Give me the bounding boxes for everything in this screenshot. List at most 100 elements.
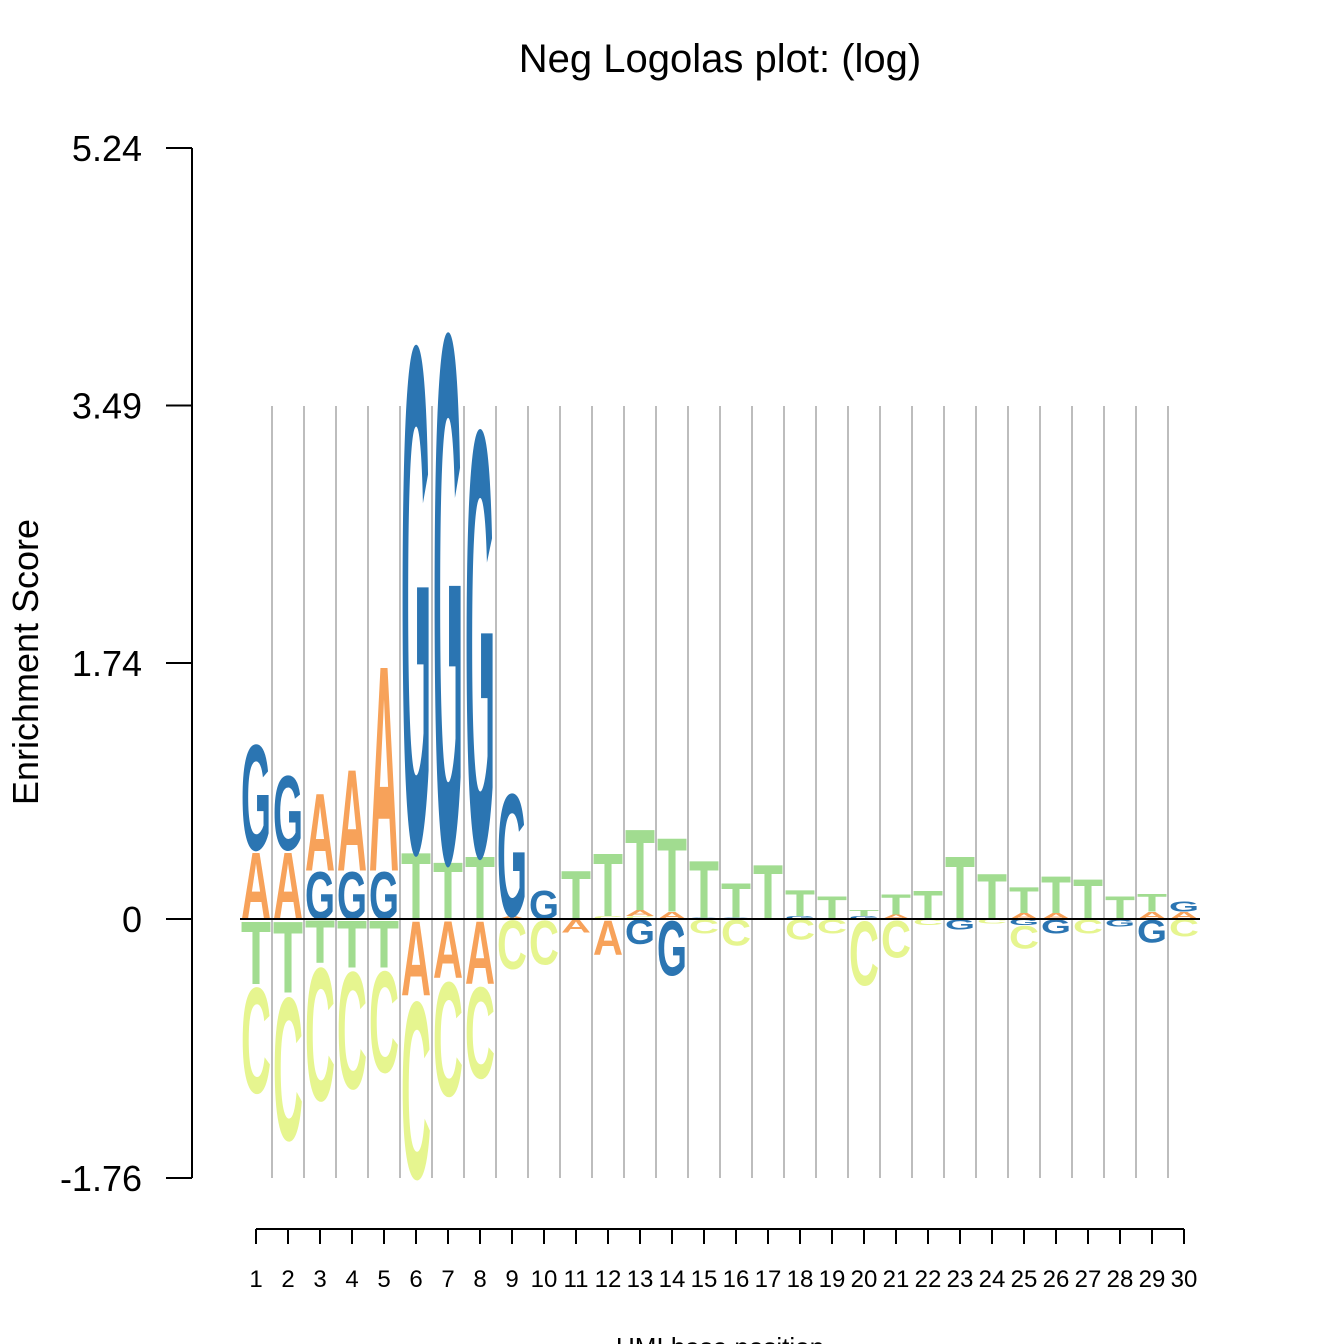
- logo-letter-a: A: [881, 914, 911, 921]
- logo-letter-t: T: [625, 805, 655, 935]
- x-tick-label: 19: [819, 1266, 846, 1293]
- logo-letter-c: C: [401, 951, 431, 1233]
- logo-letter-c: C: [433, 949, 463, 1131]
- logo-letter-c: C: [1073, 915, 1103, 938]
- logo-letter-c: C: [241, 958, 271, 1126]
- logo-letter-g: G: [497, 757, 527, 953]
- logo-letter-g: G: [433, 177, 463, 1022]
- logo-letter-g: G: [273, 754, 303, 872]
- logo-letter-t: T: [433, 846, 463, 937]
- x-tick-label: 8: [473, 1266, 486, 1293]
- x-tick-label: 24: [979, 1266, 1006, 1293]
- x-tick-label: 29: [1139, 1266, 1166, 1293]
- x-tick-label: 7: [441, 1266, 454, 1293]
- x-tick-label: 23: [947, 1266, 974, 1293]
- logo-letter-g: G: [657, 904, 687, 991]
- logo-letter-c: C: [881, 910, 911, 969]
- x-tick-label: 18: [787, 1266, 814, 1293]
- logo-letter-a: A: [369, 604, 399, 933]
- logo-letter-t: T: [753, 849, 783, 936]
- logo-letter-a: A: [273, 832, 303, 940]
- logo-letter-a: A: [657, 910, 687, 921]
- logo-letter-t: T: [1137, 890, 1167, 917]
- x-tick-label: 26: [1043, 1266, 1070, 1293]
- logo-letter-c: C: [529, 909, 559, 979]
- logo-letter-c: C: [593, 915, 623, 920]
- x-tick-label: 10: [531, 1266, 558, 1293]
- logo-letter-t: T: [1073, 869, 1103, 932]
- logo-letter-g: G: [241, 714, 271, 883]
- logo-letter-t: T: [785, 884, 816, 925]
- x-tick-label: 3: [313, 1266, 326, 1293]
- logo-letter-a: A: [1041, 912, 1071, 921]
- x-tick-label: 12: [595, 1266, 622, 1293]
- y-tick-label: 1.74: [72, 643, 142, 684]
- logo-letter-a: A: [625, 909, 655, 918]
- x-tick-label: 20: [851, 1266, 878, 1293]
- logo-letter-t: T: [1041, 865, 1071, 924]
- logo-letter-g: G: [305, 858, 335, 934]
- logo-letter-t: T: [689, 845, 719, 936]
- logo-letter-g: G: [1105, 917, 1135, 929]
- logo-letter-c: C: [337, 936, 367, 1124]
- logo-letter-t: T: [401, 833, 431, 940]
- logo-letter-g: G: [529, 883, 559, 928]
- x-tick-label: 14: [659, 1266, 686, 1293]
- logo-letter-g: G: [785, 915, 815, 920]
- logo-letter-g: G: [337, 858, 367, 934]
- x-tick-label: 28: [1107, 1266, 1134, 1293]
- x-tick-label: 9: [505, 1266, 518, 1293]
- logo-letter-g: G: [401, 195, 431, 1004]
- logo-letter-t: T: [465, 838, 495, 939]
- y-axis: 5.24 3.49 1.74 0 -1.76: [60, 128, 193, 1199]
- x-tick-label: 11: [564, 1266, 589, 1293]
- logo-letter-t: T: [881, 889, 912, 921]
- logo-letter-g: G: [945, 917, 975, 933]
- logo-letter-c: C: [465, 959, 495, 1106]
- x-tick-label: 22: [915, 1266, 942, 1293]
- x-tick-label: 15: [691, 1266, 718, 1293]
- x-tick-label: 30: [1171, 1266, 1198, 1293]
- logo-letter-a: A: [497, 915, 527, 920]
- x-tick-label: 16: [723, 1266, 750, 1293]
- logo-letter-c: C: [913, 918, 943, 927]
- logo-letter-t: T: [945, 838, 975, 939]
- logo-letter-t: T: [561, 857, 591, 934]
- y-tick-label: 5.24: [72, 128, 142, 169]
- x-tick-label: 25: [1011, 1266, 1038, 1293]
- logo-letter-a: A: [337, 739, 367, 902]
- y-tick-label: -1.76: [60, 1158, 142, 1199]
- y-tick-label: 0: [122, 899, 142, 940]
- chart-title: Neg Logolas plot: (log): [519, 37, 921, 81]
- logo-letter-g: G: [849, 915, 879, 920]
- logo-letter-c: C: [977, 918, 1007, 925]
- logo-letter-t: T: [657, 815, 687, 934]
- logo-letter-t: T: [977, 861, 1007, 933]
- logo-letter-c: C: [305, 929, 335, 1142]
- logo-letter-t: T: [849, 909, 880, 918]
- x-tick-label: 4: [345, 1266, 358, 1293]
- y-axis-label: Enrichment Score: [5, 519, 46, 805]
- logo-letter-g: G: [1041, 915, 1071, 938]
- x-tick-label: 27: [1075, 1266, 1102, 1293]
- x-tick-label: 2: [281, 1266, 294, 1293]
- logo-letter-g: G: [369, 858, 399, 934]
- logo-letter-c: C: [1009, 919, 1039, 956]
- logo-letter-a: A: [305, 771, 335, 894]
- logo-letter-a: A: [561, 916, 591, 937]
- vertical-grid: [271, 406, 1169, 1178]
- logo-letter-c: C: [817, 915, 847, 938]
- logo-letter-a: A: [1137, 910, 1167, 921]
- x-tick-label: 6: [409, 1266, 422, 1293]
- logo-letter-t: T: [369, 908, 399, 982]
- logo-letter-a: A: [1009, 912, 1039, 921]
- x-tick-label: 13: [627, 1266, 654, 1293]
- x-tick-label: 21: [883, 1266, 910, 1293]
- logo-letter-a: A: [1169, 910, 1199, 921]
- x-axis-label: UMI base position: [616, 1332, 824, 1344]
- logo-letter-c: C: [689, 915, 719, 938]
- logo-letter-c: C: [497, 907, 527, 985]
- logo-letter-a: A: [401, 901, 431, 1020]
